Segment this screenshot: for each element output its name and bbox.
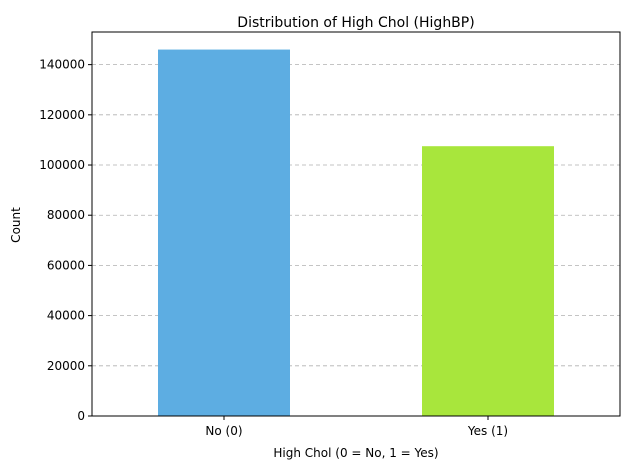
y-tick-label: 60000 xyxy=(47,258,85,272)
y-tick-label: 0 xyxy=(77,409,85,423)
y-tick-label: 120000 xyxy=(39,108,85,122)
x-tick-label: Yes (1) xyxy=(467,424,508,438)
plot-frame xyxy=(91,31,621,417)
chart-title: Distribution of High Chol (HighBP) xyxy=(237,15,474,31)
y-tick-label: 40000 xyxy=(47,309,85,323)
y-tick-label: 80000 xyxy=(47,208,85,222)
x-tick-label: No (0) xyxy=(205,424,242,438)
y-axis-label: Count xyxy=(9,207,23,243)
bar-1 xyxy=(422,146,554,416)
y-tick-label: 140000 xyxy=(39,58,85,72)
x-axis-label: High Chol (0 = No, 1 = Yes) xyxy=(273,446,438,460)
y-tick-label: 20000 xyxy=(47,359,85,373)
x-axis-ticks: No (0) Yes (1) xyxy=(205,416,508,438)
y-axis-ticks: 0 20000 40000 60000 80000 100000 120000 140000 xyxy=(39,58,92,423)
y-tick-label: 100000 xyxy=(39,158,85,172)
bars xyxy=(158,49,554,416)
bar-0 xyxy=(158,49,290,416)
